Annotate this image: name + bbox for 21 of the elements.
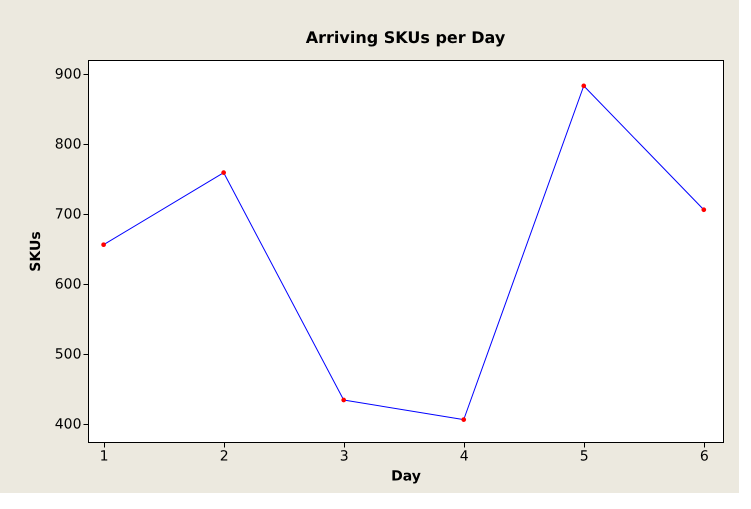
y-tick-label: 900 [54,66,82,82]
x-tick-label: 1 [100,448,109,464]
point [221,170,226,175]
x-tick-label: 4 [460,448,469,464]
x-axis-title: Day [391,468,421,484]
y-tick-label: 500 [54,346,82,362]
x-tick-label: 3 [340,448,349,464]
y-tick-label: 400 [54,416,82,432]
point [101,242,106,248]
y-tick-label: 600 [54,276,82,292]
point [341,398,346,402]
point [461,417,466,422]
x-tick-label: 2 [220,448,229,464]
x-tick-label: 6 [700,448,709,464]
point [581,84,586,88]
chart-title: Arriving SKUs per Day [306,28,506,47]
x-tick-label: 5 [580,448,589,464]
y-axis-title: SKUs [28,231,44,272]
y-tick-label: 800 [54,136,82,152]
y-tick-label: 700 [54,206,82,222]
point [701,207,706,212]
